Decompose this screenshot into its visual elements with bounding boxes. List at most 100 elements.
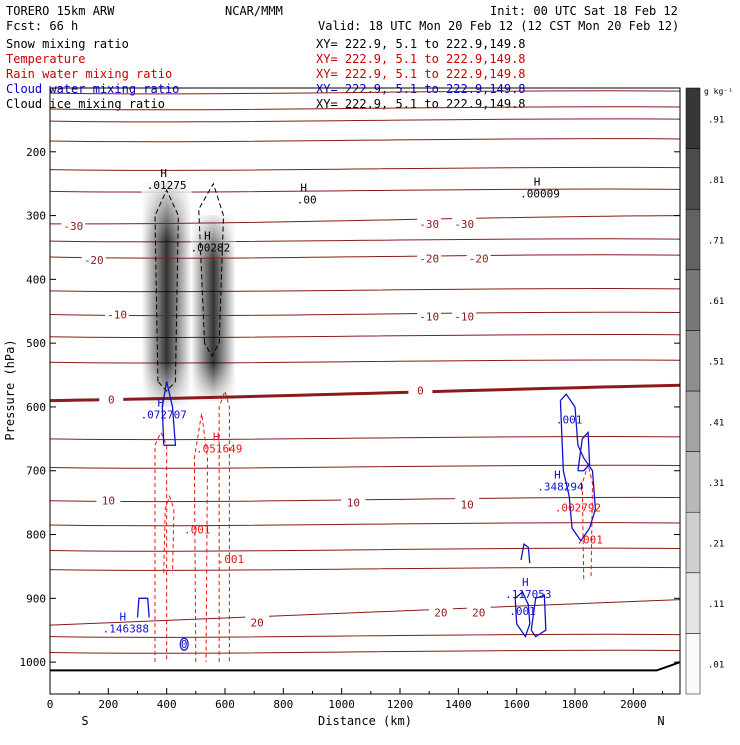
colorbar-segment [685, 87, 701, 149]
legend-xy-2: XY= 222.9, 5.1 to 222.9,149.8 [316, 67, 526, 81]
isotherm-line [50, 435, 680, 441]
x-tick-label: 600 [215, 698, 235, 711]
x-axis-left-end: S [81, 714, 88, 728]
header-model: TORERO 15km ARW [6, 4, 115, 18]
rain-max: .002792 [555, 502, 601, 515]
y-tick-label: 500 [26, 337, 46, 350]
cloud-water-max: .001 [556, 414, 583, 427]
cloud-water-contour [136, 597, 150, 618]
snow-max: H.00 [297, 182, 317, 207]
colorbar-segment [685, 148, 701, 210]
colorbar-segment [685, 269, 701, 331]
legend: Snow mixing ratio XY= 222.9, 5.1 to 222.9… [6, 37, 526, 111]
isotherm-label-bg [99, 392, 124, 405]
y-tick-label: 800 [26, 529, 46, 542]
x-tick-label: 800 [273, 698, 293, 711]
cloud-water-max: H.146388 [103, 610, 149, 635]
terrain-line [50, 661, 680, 672]
isotherm-label-bg [417, 251, 442, 264]
isotherm-label-bg [417, 216, 442, 229]
y-tick-label: 200 [26, 146, 46, 159]
terrain-fill [50, 662, 680, 694]
cloud-water-contour [559, 393, 597, 543]
isotherm-label: -20 [84, 254, 104, 267]
isotherm--10 [50, 311, 680, 317]
colorbar-label: .91 [708, 115, 724, 125]
cloud-water-max-value: .146388 [103, 622, 149, 635]
legend-label-4: Cloud ice mixing ratio [6, 97, 165, 111]
isotherm-label: -20 [419, 252, 439, 265]
y-axis-label: Pressure (hPa) [3, 339, 17, 440]
header: TORERO 15km ARW NCAR/MMM Init: 00 UTC Sa… [6, 4, 679, 33]
colorbar-unit: g kg⁻¹ [704, 87, 733, 96]
cloud-water-max: .001 [509, 605, 536, 618]
isotherm-line [50, 188, 680, 193]
isotherm-label-bg [466, 605, 491, 618]
isotherm-line [50, 90, 680, 95]
colorbar-label: .01 [708, 661, 724, 671]
isotherm--30 [50, 215, 680, 225]
isotherm-label: 10 [460, 499, 473, 512]
isotherm-label: -30 [454, 218, 474, 231]
isotherm-label: -10 [454, 310, 474, 323]
isotherm-line [50, 522, 680, 527]
rain-max-value: .051649 [196, 442, 242, 455]
x-tick-label: 200 [98, 698, 118, 711]
isotherm-label: -10 [107, 308, 127, 321]
header-org: NCAR/MMM [225, 4, 283, 18]
cloud-water-small-contour [179, 637, 189, 651]
isotherm-line [50, 106, 680, 111]
isotherm-label-bg [81, 253, 106, 266]
x-tick-label: 0 [47, 698, 54, 711]
cloud-water-max-value: .117053 [505, 588, 551, 601]
cloud-water-contour-label: 0 [181, 638, 188, 651]
isotherm-label: 20 [472, 606, 485, 619]
colorbar-segment [685, 451, 701, 513]
isotherm-label-bg [245, 615, 270, 628]
cloud-water-contour [530, 594, 547, 638]
cloud-water-contour [514, 590, 531, 639]
isotherm-line [50, 138, 680, 143]
isotherm-label-bg [105, 307, 130, 320]
colorbar-label: .71 [708, 237, 724, 247]
x-tick-label: 1600 [503, 698, 530, 711]
isotherm-line [50, 166, 680, 171]
snow-max-h: H [534, 175, 541, 188]
isotherm-label-bg [417, 309, 442, 322]
snow-shading-fade [141, 183, 192, 407]
shading-colorbar: .01 .11 .21 .31 .41 .51 .61 .71 .81 .91 g kg⁻¹ [685, 87, 733, 695]
legend-xy-1: XY= 222.9, 5.1 to 222.9,149.8 [316, 52, 526, 66]
legend-xy-3: XY= 222.9, 5.1 to 222.9,149.8 [316, 82, 526, 96]
x-tick-label: 2000 [620, 698, 647, 711]
rain-max: .001 [576, 534, 603, 547]
isotherm-line [50, 118, 680, 123]
header-init: Init: 00 UTC Sat 18 Feb 12 [490, 4, 678, 18]
x-axis-label: Distance (km) [318, 714, 412, 728]
colorbar-segment [685, 511, 701, 574]
cloud-water-max-h: H [157, 397, 164, 410]
colorbar-label: .21 [708, 540, 724, 550]
colorbar-segment [685, 208, 701, 271]
isotherm-20 [50, 599, 680, 626]
plot-area: -30 -30 -30 -20 -20 -20 -10 -10 -10 0 0 10 10 10 20 20 2… [50, 90, 680, 694]
snow-max-h: H [300, 182, 307, 195]
y-tick-label: 600 [26, 401, 46, 414]
snow-max: H.00282 [191, 229, 231, 254]
isotherm-label: -30 [63, 220, 83, 233]
colorbar-segment [685, 633, 701, 695]
snow-max-value: .01275 [147, 179, 187, 192]
cloud-water-contour [577, 430, 591, 472]
cloud-water-max-h: H [120, 610, 127, 623]
colorbar-label: .51 [708, 358, 724, 368]
snow-max-value: .00 [297, 194, 317, 207]
cloud-water-max-value: .072707 [141, 409, 187, 422]
x-tick-label: 1200 [387, 698, 414, 711]
cloud-water-contour-label: .001 [509, 605, 536, 618]
snow-max: H.01275 [147, 167, 187, 192]
isotherm-label-bg [452, 216, 477, 229]
isotherm-label: 10 [347, 497, 360, 510]
cloud-water-contour-label: .001 [556, 414, 583, 427]
snow-contour [154, 188, 179, 392]
rain-max-h: H [213, 430, 220, 443]
